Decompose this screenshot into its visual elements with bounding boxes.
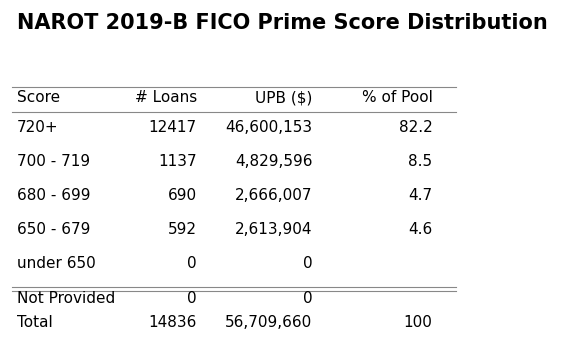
Text: 0: 0 xyxy=(303,256,312,271)
Text: 690: 690 xyxy=(168,188,197,203)
Text: 4,829,596: 4,829,596 xyxy=(235,154,312,169)
Text: Not Provided: Not Provided xyxy=(17,290,115,306)
Text: 592: 592 xyxy=(168,222,197,237)
Text: 4.6: 4.6 xyxy=(408,222,433,237)
Text: 2,666,007: 2,666,007 xyxy=(235,188,312,203)
Text: 56,709,660: 56,709,660 xyxy=(225,315,312,330)
Text: 4.7: 4.7 xyxy=(409,188,433,203)
Text: 700 - 719: 700 - 719 xyxy=(17,154,89,169)
Text: 14836: 14836 xyxy=(149,315,197,330)
Text: 12417: 12417 xyxy=(149,120,197,135)
Text: UPB ($): UPB ($) xyxy=(255,90,312,105)
Text: 0: 0 xyxy=(188,256,197,271)
Text: 82.2: 82.2 xyxy=(399,120,433,135)
Text: 0: 0 xyxy=(303,290,312,306)
Text: Score: Score xyxy=(17,90,60,105)
Text: NAROT 2019-B FICO Prime Score Distribution: NAROT 2019-B FICO Prime Score Distributi… xyxy=(17,13,547,33)
Text: % of Pool: % of Pool xyxy=(362,90,433,105)
Text: 680 - 699: 680 - 699 xyxy=(17,188,90,203)
Text: 46,600,153: 46,600,153 xyxy=(225,120,312,135)
Text: # Loans: # Loans xyxy=(135,90,197,105)
Text: 0: 0 xyxy=(188,290,197,306)
Text: 650 - 679: 650 - 679 xyxy=(17,222,90,237)
Text: 100: 100 xyxy=(404,315,433,330)
Text: Total: Total xyxy=(17,315,52,330)
Text: under 650: under 650 xyxy=(17,256,95,271)
Text: 720+: 720+ xyxy=(17,120,58,135)
Text: 1137: 1137 xyxy=(158,154,197,169)
Text: 8.5: 8.5 xyxy=(409,154,433,169)
Text: 2,613,904: 2,613,904 xyxy=(235,222,312,237)
